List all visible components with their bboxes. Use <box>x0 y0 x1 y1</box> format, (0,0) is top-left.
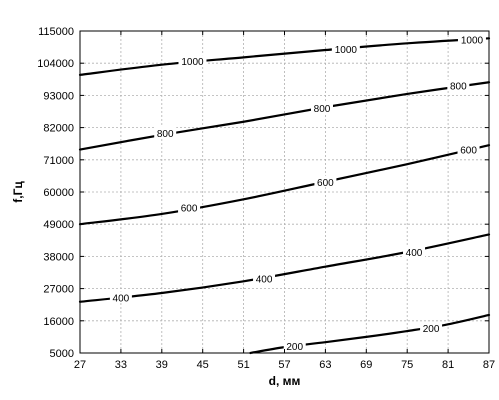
contour-label-200: 200 <box>286 342 303 353</box>
contour-label-1000: 1000 <box>335 45 358 56</box>
contour-label-400: 400 <box>256 274 273 285</box>
y-tick-label: 5000 <box>50 348 74 360</box>
contour-label-background <box>310 101 333 113</box>
y-tick-label: 49000 <box>43 219 74 231</box>
y-tick-label: 27000 <box>43 284 74 296</box>
contour-label-background <box>420 321 443 333</box>
contour-label-200: 200 <box>423 324 440 335</box>
contour-label-background <box>403 246 426 258</box>
contour-label-background <box>178 201 201 213</box>
y-tick-label: 104000 <box>37 58 74 70</box>
y-tick-label: 82000 <box>43 123 74 135</box>
x-axis-label: d, мм <box>269 374 301 388</box>
contour-label-800: 800 <box>450 82 467 93</box>
x-tick-label: 27 <box>74 359 86 371</box>
contour-label-background <box>447 79 470 91</box>
y-tick-label: 115000 <box>38 26 74 38</box>
contour-label-400: 400 <box>113 293 130 304</box>
x-tick-label: 81 <box>442 359 454 371</box>
contour-label-400: 400 <box>406 248 423 259</box>
contour-label-background <box>314 175 337 187</box>
y-tick-label: 71000 <box>43 155 74 167</box>
x-tick-label: 69 <box>360 359 372 371</box>
contour-line-1000 <box>78 37 491 77</box>
contour-label-background <box>457 143 480 155</box>
contour-line-800 <box>78 81 491 151</box>
x-tick-label: 75 <box>401 359 413 371</box>
contour-label-background <box>283 339 306 351</box>
grid-lines <box>80 31 489 353</box>
contour-label-1000: 1000 <box>181 57 204 68</box>
x-tick-label: 33 <box>115 359 127 371</box>
contour-label-600: 600 <box>181 204 198 215</box>
x-tick-label: 51 <box>237 359 249 371</box>
contour-label-background <box>331 43 360 55</box>
contour-line-600 <box>78 144 491 226</box>
contour-label-1000: 1000 <box>461 35 484 46</box>
x-tick-label: 39 <box>156 359 168 371</box>
y-tick-label: 93000 <box>43 90 74 102</box>
contour-label-800: 800 <box>314 104 331 115</box>
contour-label-600: 600 <box>317 178 334 189</box>
contour-label-600: 600 <box>460 146 477 157</box>
contour-label-background <box>109 291 132 303</box>
contour-labels: 1000 1000 1000 800 800 800 600 600 600 400 400 400 2… <box>109 33 486 353</box>
contour-label-background <box>253 272 276 284</box>
contour-label-background <box>154 126 177 138</box>
x-tick-label: 45 <box>197 359 209 371</box>
y-tick-label: 16000 <box>43 316 74 328</box>
contour-label-background <box>178 55 207 67</box>
y-tick-label: 60000 <box>43 187 74 199</box>
x-tick-label: 63 <box>319 359 331 371</box>
contour-label-800: 800 <box>157 129 174 140</box>
axis-ticks: 27 33 39 45 51 57 63 69 75 81 87 5000 16000 27000 3800… <box>37 26 495 371</box>
y-axis-label: f,Гц <box>11 181 25 203</box>
y-tick-label: 38000 <box>43 251 74 263</box>
x-tick-label: 57 <box>278 359 290 371</box>
contour-label-background <box>457 33 486 45</box>
x-tick-label: 87 <box>483 359 495 371</box>
